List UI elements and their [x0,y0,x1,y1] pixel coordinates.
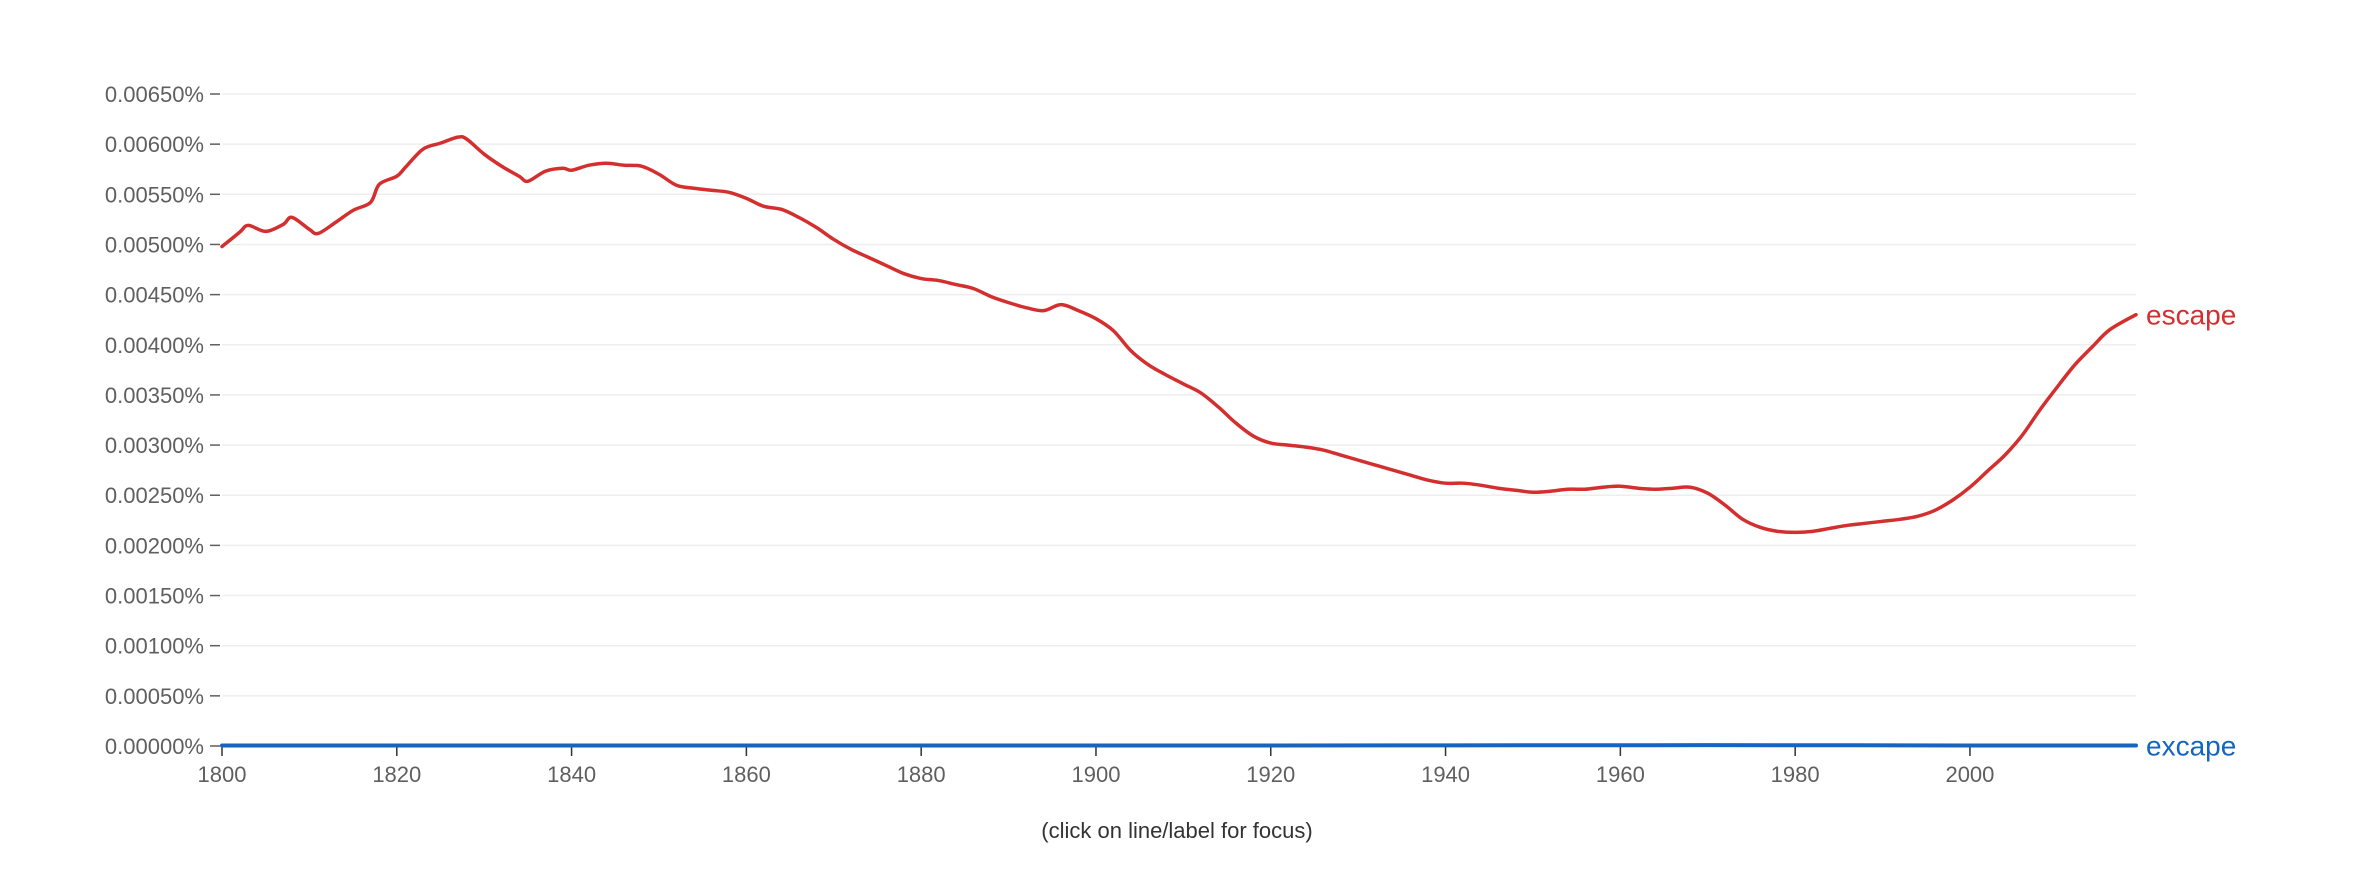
x-tick-label: 1940 [1421,762,1470,787]
y-tick-label: 0.00400% [105,333,204,358]
x-tick-label: 1920 [1246,762,1295,787]
y-tick-label: 0.00200% [105,533,204,558]
y-tick-label: 0.00350% [105,383,204,408]
x-tick-label: 1880 [897,762,946,787]
y-tick-label: 0.00100% [105,634,204,659]
series-line-escape[interactable] [220,134,2138,535]
series-label-escape[interactable]: escape [2146,300,2236,331]
x-tick-label: 1860 [722,762,771,787]
x-tick-label: 1900 [1071,762,1120,787]
grid-lines [222,93,2136,697]
series-labels[interactable]: escape excape [2146,300,2236,762]
y-axis: 0.00000% 0.00050% 0.00100% 0.00150% 0.00200%… [105,82,220,759]
y-tick-label: 0.00250% [105,483,204,508]
y-tick-label: 0.00650% [105,82,204,107]
y-tick-label: 0.00550% [105,182,204,207]
x-axis: 1800 1820 1840 1860 1880 1900 1920 1940 1960 1980… [198,745,2136,787]
y-tick-label: 0.00600% [105,132,204,157]
x-tick-label: 2000 [1945,762,1994,787]
y-tick-label: 0.00000% [105,734,204,759]
x-tick-label: 1820 [372,762,421,787]
y-tick-label: 0.00500% [105,232,204,257]
y-tick-label: 0.00050% [105,684,204,709]
y-tick-label: 0.00300% [105,433,204,458]
y-tick-label: 0.00450% [105,283,204,308]
x-tick-label: 1800 [198,762,247,787]
x-tick-label: 1960 [1596,762,1645,787]
series-label-excape[interactable]: excape [2146,730,2236,761]
y-tick-label: 0.00150% [105,584,204,609]
x-tick-label: 1840 [547,762,596,787]
x-tick-label: 1980 [1771,762,1820,787]
series-lines[interactable] [220,134,2138,748]
focus-hint-caption: (click on line/label for focus) [1041,818,1312,843]
